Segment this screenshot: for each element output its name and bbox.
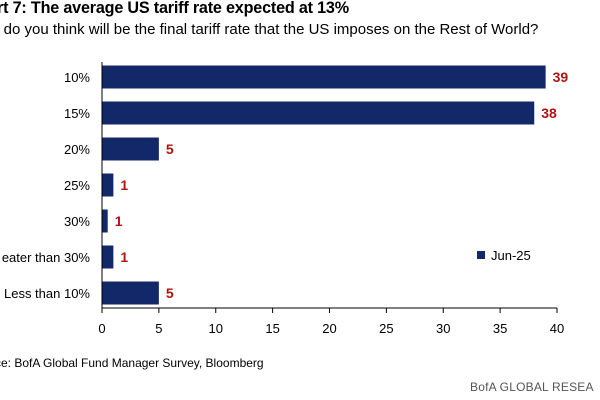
chart-subtitle: at do you think will be the final tariff…	[0, 21, 600, 38]
x-tick-label: 25	[379, 321, 393, 336]
chart-subtitle-text: at do you think will be the final tariff…	[0, 21, 539, 38]
bar	[102, 245, 114, 269]
category-label: 20%	[64, 142, 90, 157]
category-label: 30%	[64, 214, 90, 229]
chart-title: art 7: The average US tariff rate expect…	[0, 0, 588, 18]
bar	[102, 173, 114, 197]
category-label: 25%	[64, 178, 90, 193]
data-label: 39	[553, 69, 569, 85]
bar	[102, 281, 159, 305]
x-tick-label: 40	[550, 321, 564, 336]
x-tick-label: 0	[98, 321, 105, 336]
legend-swatch	[477, 251, 485, 259]
data-label: 5	[166, 285, 174, 301]
data-label: 1	[120, 249, 128, 265]
bar	[102, 101, 535, 125]
category-label: 10%	[64, 70, 90, 85]
source-note-text: rce: BofA Global Fund Manager Survey, Bl…	[0, 356, 264, 370]
data-label: 5	[166, 141, 174, 157]
category-label: Less than 10%	[4, 286, 90, 301]
bar	[102, 65, 546, 89]
x-tick-label: 35	[493, 321, 507, 336]
category-label: 15%	[64, 106, 90, 121]
data-label: 1	[115, 213, 123, 229]
x-tick-label: 30	[436, 321, 450, 336]
x-tick-label: 5	[155, 321, 162, 336]
x-tick-label: 15	[265, 321, 279, 336]
chart-title-text: art 7: The average US tariff rate expect…	[0, 0, 349, 17]
data-label: 1	[120, 177, 128, 193]
data-label: 38	[541, 105, 557, 121]
footer-brand: BofA GLOBAL RESEA	[470, 380, 594, 394]
bar	[102, 137, 159, 161]
source-note: rce: BofA Global Fund Manager Survey, Bl…	[0, 356, 600, 370]
category-label: eater than 30%	[2, 250, 91, 265]
legend-label: Jun-25	[491, 248, 531, 263]
x-tick-label: 10	[209, 321, 223, 336]
x-tick-label: 20	[322, 321, 336, 336]
bar	[102, 209, 108, 233]
